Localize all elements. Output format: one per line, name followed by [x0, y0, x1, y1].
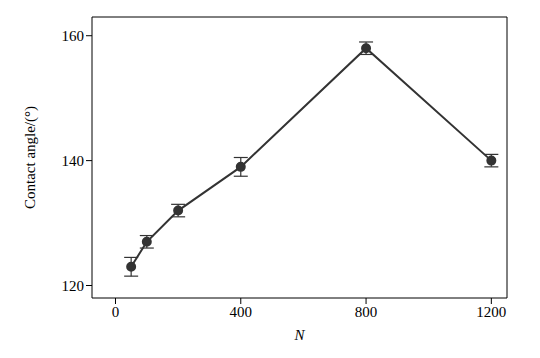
svg-text:Contact angle/(°): Contact angle/(°)	[22, 106, 39, 209]
svg-text:1200: 1200	[476, 304, 506, 320]
svg-text:120: 120	[62, 278, 85, 294]
svg-text:140: 140	[62, 153, 85, 169]
svg-text:400: 400	[230, 304, 253, 320]
svg-text:160: 160	[62, 28, 85, 44]
svg-text:N: N	[293, 327, 305, 343]
svg-text:800: 800	[355, 304, 378, 320]
svg-text:0: 0	[112, 304, 120, 320]
